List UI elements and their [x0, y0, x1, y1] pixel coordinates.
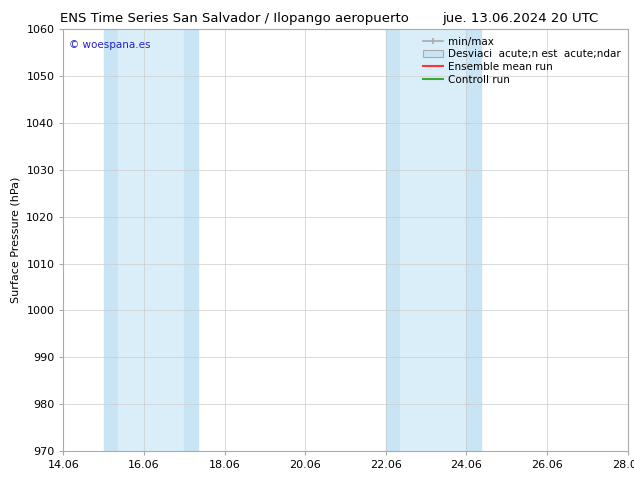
Bar [386, 29, 400, 451]
Bar [184, 29, 198, 451]
Text: © woespana.es: © woespana.es [69, 40, 150, 50]
Text: ENS Time Series San Salvador / Ilopango aeropuerto: ENS Time Series San Salvador / Ilopango … [60, 12, 409, 25]
Bar [400, 29, 467, 451]
Legend: min/max, Desviaci  acute;n est  acute;ndar, Ensemble mean run, Controll run: min/max, Desviaci acute;n est acute;ndar… [418, 32, 624, 89]
Y-axis label: Surface Pressure (hPa): Surface Pressure (hPa) [11, 177, 21, 303]
Bar [118, 29, 184, 451]
Text: jue. 13.06.2024 20 UTC: jue. 13.06.2024 20 UTC [442, 12, 598, 25]
Bar [104, 29, 118, 451]
Bar [467, 29, 481, 451]
